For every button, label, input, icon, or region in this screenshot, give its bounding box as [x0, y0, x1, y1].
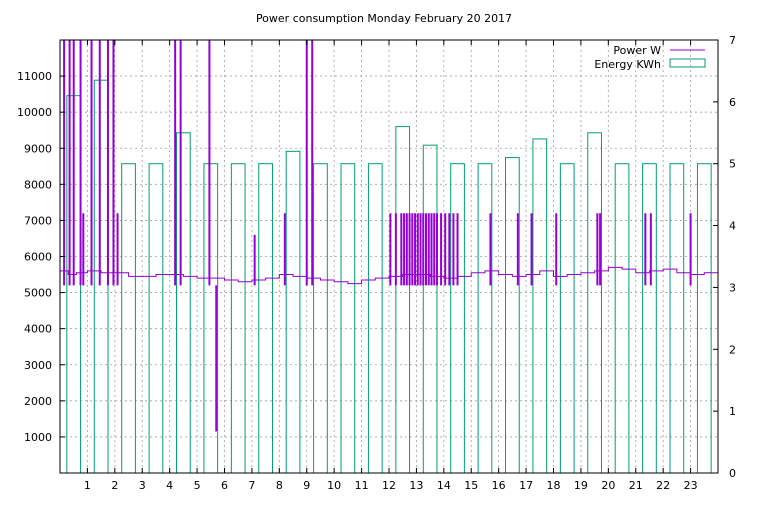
- plot-frame: [59, 39, 719, 474]
- energy-bar: [148, 163, 164, 474]
- x-tick-label: 4: [166, 479, 173, 492]
- energy-bar: [230, 163, 246, 474]
- x-tick-label: 11: [355, 479, 369, 492]
- energy-bar: [422, 144, 438, 474]
- energy-bar: [587, 132, 602, 474]
- y-tick-label: 2000: [24, 395, 52, 408]
- energy-bar: [176, 132, 191, 474]
- energy-bar: [477, 163, 493, 474]
- y-tick-label: 10000: [17, 106, 52, 119]
- x-tick-label: 8: [276, 479, 283, 492]
- energy-bar: [121, 163, 136, 474]
- chart-title: Power consumption Monday February 20 201…: [256, 12, 512, 25]
- y-tick-label: 11000: [17, 70, 52, 83]
- legend: Power W Energy KWh: [594, 44, 706, 71]
- x-tick-label: 9: [303, 479, 310, 492]
- y2-tick-label: 3: [729, 281, 736, 294]
- y2-tick-label: 2: [729, 343, 736, 356]
- x-tick-label: 12: [382, 479, 396, 492]
- x-tick-label: 23: [684, 479, 698, 492]
- x-tick-label: 2: [111, 479, 118, 492]
- x-tick-label: 19: [574, 479, 588, 492]
- x-tick-label: 15: [464, 479, 478, 492]
- x-tick-label: 17: [519, 479, 533, 492]
- legend-swatch-energy: [669, 58, 706, 68]
- energy-bar: [395, 126, 411, 474]
- y2-tick-label: 6: [729, 96, 736, 109]
- y-tick-label: 8000: [24, 178, 52, 191]
- energy-bar: [696, 163, 712, 474]
- x-tick-label: 20: [601, 479, 615, 492]
- y-tick-label: 3000: [24, 359, 52, 372]
- x-tick-label: 6: [221, 479, 228, 492]
- legend-label-power: Power W: [613, 44, 661, 57]
- y-tick-label: 1000: [24, 431, 52, 444]
- x-tick-label: 7: [248, 479, 255, 492]
- energy-bar: [642, 163, 657, 474]
- x-tick-label: 16: [492, 479, 506, 492]
- x-tick-label: 18: [547, 479, 561, 492]
- energy-bar: [505, 157, 520, 474]
- y2-tick-label: 5: [729, 158, 736, 171]
- energy-bar: [285, 150, 301, 474]
- energy-bar: [367, 163, 383, 474]
- y2-tick-label: 1: [729, 405, 736, 418]
- x-tick-label: 10: [327, 479, 341, 492]
- energy-bar: [313, 163, 328, 474]
- y-tick-label: 6000: [24, 251, 52, 264]
- y2-tick-label: 0: [729, 467, 736, 480]
- energy-bar: [93, 79, 109, 474]
- grid: [60, 40, 718, 473]
- energy-bar: [614, 163, 630, 474]
- energy-bar: [450, 163, 465, 474]
- y-tick-label: 9000: [24, 142, 52, 155]
- x-tick-label: 1: [84, 479, 91, 492]
- legend-label-energy: Energy KWh: [594, 58, 661, 71]
- power-line: [60, 40, 719, 432]
- energy-bar: [669, 163, 685, 474]
- energy-bar: [532, 138, 548, 474]
- x-tick-label: 13: [409, 479, 423, 492]
- x-tick-label: 22: [656, 479, 670, 492]
- axes: 1 2 3 4 5 6 7 8 9 10 11 12 13 14 15 16 17 18 19 20 21 22 23100…: [17, 34, 736, 492]
- x-tick-label: 5: [194, 479, 201, 492]
- y2-tick-label: 4: [729, 220, 736, 233]
- energy-bar: [340, 163, 356, 474]
- y-tick-label: 4000: [24, 323, 52, 336]
- energy-bar: [258, 163, 273, 474]
- x-tick-label: 14: [437, 479, 451, 492]
- y-tick-label: 7000: [24, 214, 52, 227]
- x-tick-label: 21: [629, 479, 643, 492]
- x-tick-label: 3: [139, 479, 146, 492]
- y-tick-label: 5000: [24, 287, 52, 300]
- energy-bar: [559, 163, 575, 474]
- y2-tick-label: 7: [729, 34, 736, 47]
